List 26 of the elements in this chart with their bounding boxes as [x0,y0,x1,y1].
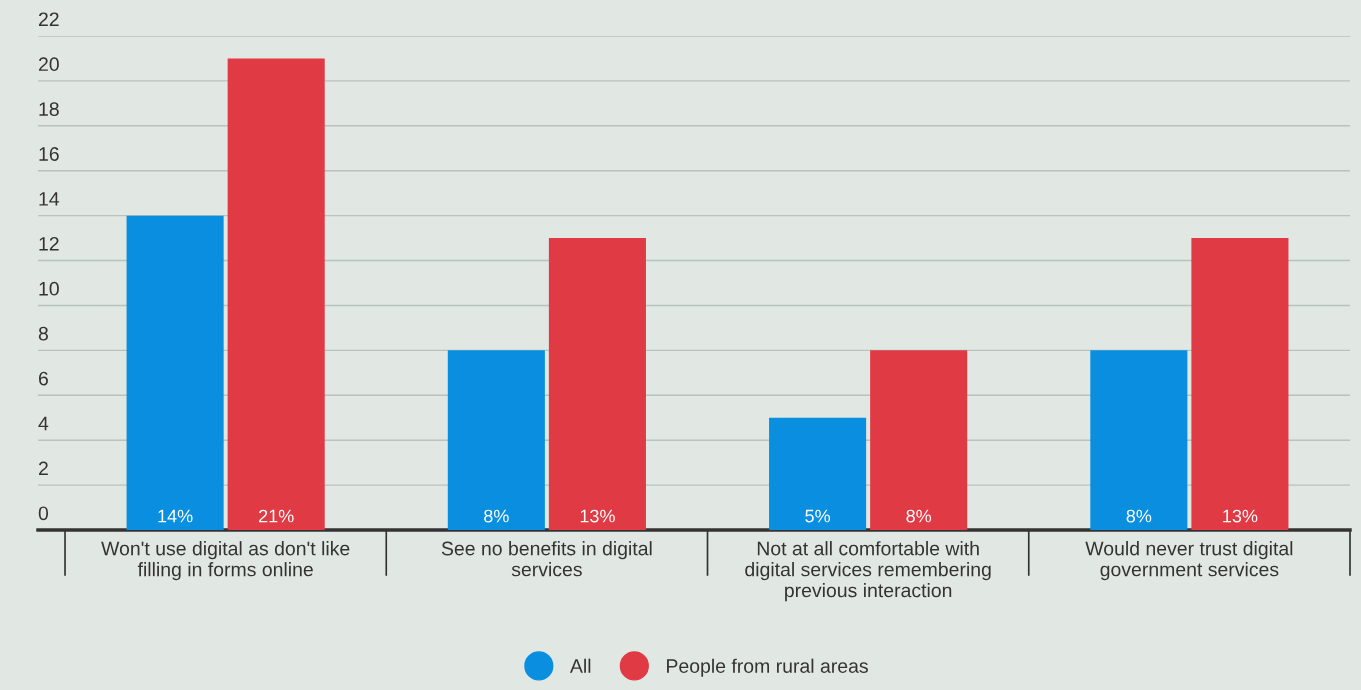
x-tick-label: Won't use digital as don't like filling in forms online [101,541,350,581]
data-label: 21% [259,509,294,523]
data-label: 5% [805,509,830,523]
y-tick-label: 14 [39,192,60,206]
data-label: 8% [1126,509,1152,523]
data-label: 13% [1223,509,1258,523]
y-tick-label: 10 [39,281,59,296]
y-tick-label: 12 [39,236,59,251]
y-tick-label: 6 [38,371,48,386]
x-tick-label: Would never trust digital government services [1085,541,1293,581]
y-tick-label: 0 [38,506,49,521]
x-tick-label: See no benefits in digital services [441,541,652,577]
y-tick-label: 18 [39,102,59,116]
y-tick-label: 2 [38,461,48,476]
y-tick-label: 4 [38,416,49,431]
y-tick-label: 16 [39,147,59,161]
x-tick-label: Not at all comfortable with digital services remembering previous interaction [745,541,991,602]
y-tick-label: 20 [38,57,59,72]
data-label: 8% [906,509,932,523]
data-label: 14% [158,509,193,523]
data-label: 8% [484,509,509,523]
legend-label: All [569,658,591,673]
y-tick-label: 22 [38,12,59,26]
data-label: 13% [580,509,615,523]
y-tick-label: 8 [38,326,48,341]
legend-label: People from rural areas [667,658,868,677]
